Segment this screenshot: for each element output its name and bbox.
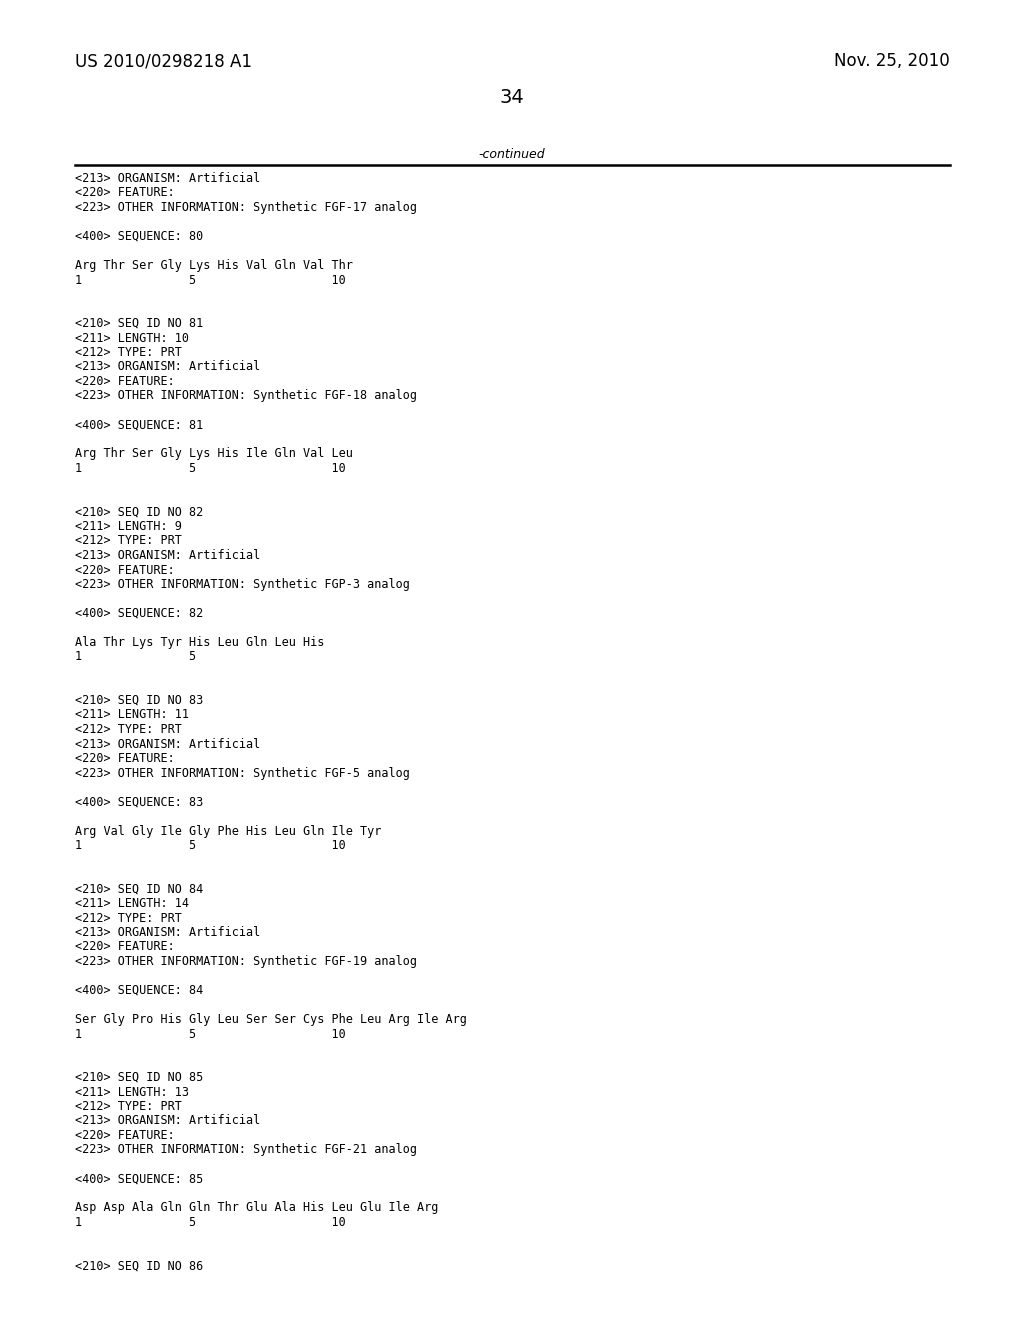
Text: 1               5                   10: 1 5 10 bbox=[75, 1216, 346, 1229]
Text: <213> ORGANISM: Artificial: <213> ORGANISM: Artificial bbox=[75, 1114, 260, 1127]
Text: Arg Thr Ser Gly Lys His Val Gln Val Thr: Arg Thr Ser Gly Lys His Val Gln Val Thr bbox=[75, 259, 353, 272]
Text: <210> SEQ ID NO 86: <210> SEQ ID NO 86 bbox=[75, 1259, 203, 1272]
Text: 1               5                   10: 1 5 10 bbox=[75, 462, 346, 475]
Text: <213> ORGANISM: Artificial: <213> ORGANISM: Artificial bbox=[75, 549, 260, 562]
Text: <223> OTHER INFORMATION: Synthetic FGF-18 analog: <223> OTHER INFORMATION: Synthetic FGF-1… bbox=[75, 389, 417, 403]
Text: Nov. 25, 2010: Nov. 25, 2010 bbox=[835, 51, 950, 70]
Text: <210> SEQ ID NO 83: <210> SEQ ID NO 83 bbox=[75, 694, 203, 708]
Text: 1               5: 1 5 bbox=[75, 651, 197, 664]
Text: <223> OTHER INFORMATION: Synthetic FGF-19 analog: <223> OTHER INFORMATION: Synthetic FGF-1… bbox=[75, 954, 417, 968]
Text: US 2010/0298218 A1: US 2010/0298218 A1 bbox=[75, 51, 252, 70]
Text: <211> LENGTH: 10: <211> LENGTH: 10 bbox=[75, 331, 189, 345]
Text: 34: 34 bbox=[500, 88, 524, 107]
Text: <210> SEQ ID NO 84: <210> SEQ ID NO 84 bbox=[75, 883, 203, 895]
Text: Arg Thr Ser Gly Lys His Ile Gln Val Leu: Arg Thr Ser Gly Lys His Ile Gln Val Leu bbox=[75, 447, 353, 461]
Text: <211> LENGTH: 14: <211> LENGTH: 14 bbox=[75, 898, 189, 909]
Text: <400> SEQUENCE: 84: <400> SEQUENCE: 84 bbox=[75, 983, 203, 997]
Text: <220> FEATURE:: <220> FEATURE: bbox=[75, 940, 175, 953]
Text: <212> TYPE: PRT: <212> TYPE: PRT bbox=[75, 912, 182, 924]
Text: <213> ORGANISM: Artificial: <213> ORGANISM: Artificial bbox=[75, 360, 260, 374]
Text: Arg Val Gly Ile Gly Phe His Leu Gln Ile Tyr: Arg Val Gly Ile Gly Phe His Leu Gln Ile … bbox=[75, 825, 381, 837]
Text: Ala Thr Lys Tyr His Leu Gln Leu His: Ala Thr Lys Tyr His Leu Gln Leu His bbox=[75, 636, 325, 649]
Text: <210> SEQ ID NO 81: <210> SEQ ID NO 81 bbox=[75, 317, 203, 330]
Text: Asp Asp Ala Gln Gln Thr Glu Ala His Leu Glu Ile Arg: Asp Asp Ala Gln Gln Thr Glu Ala His Leu … bbox=[75, 1201, 438, 1214]
Text: <220> FEATURE:: <220> FEATURE: bbox=[75, 564, 175, 577]
Text: <211> LENGTH: 9: <211> LENGTH: 9 bbox=[75, 520, 182, 533]
Text: <220> FEATURE:: <220> FEATURE: bbox=[75, 375, 175, 388]
Text: 1               5                   10: 1 5 10 bbox=[75, 1027, 346, 1040]
Text: -continued: -continued bbox=[478, 148, 546, 161]
Text: <211> LENGTH: 11: <211> LENGTH: 11 bbox=[75, 709, 189, 722]
Text: <210> SEQ ID NO 82: <210> SEQ ID NO 82 bbox=[75, 506, 203, 519]
Text: <212> TYPE: PRT: <212> TYPE: PRT bbox=[75, 1100, 182, 1113]
Text: 1               5                   10: 1 5 10 bbox=[75, 273, 346, 286]
Text: <220> FEATURE:: <220> FEATURE: bbox=[75, 752, 175, 766]
Text: <220> FEATURE:: <220> FEATURE: bbox=[75, 186, 175, 199]
Text: <213> ORGANISM: Artificial: <213> ORGANISM: Artificial bbox=[75, 738, 260, 751]
Text: <223> OTHER INFORMATION: Synthetic FGF-5 analog: <223> OTHER INFORMATION: Synthetic FGF-5… bbox=[75, 767, 410, 780]
Text: <212> TYPE: PRT: <212> TYPE: PRT bbox=[75, 346, 182, 359]
Text: <223> OTHER INFORMATION: Synthetic FGP-3 analog: <223> OTHER INFORMATION: Synthetic FGP-3… bbox=[75, 578, 410, 591]
Text: <210> SEQ ID NO 85: <210> SEQ ID NO 85 bbox=[75, 1071, 203, 1084]
Text: <212> TYPE: PRT: <212> TYPE: PRT bbox=[75, 535, 182, 548]
Text: <211> LENGTH: 13: <211> LENGTH: 13 bbox=[75, 1085, 189, 1098]
Text: <223> OTHER INFORMATION: Synthetic FGF-17 analog: <223> OTHER INFORMATION: Synthetic FGF-1… bbox=[75, 201, 417, 214]
Text: 1               5                   10: 1 5 10 bbox=[75, 840, 346, 851]
Text: <213> ORGANISM: Artificial: <213> ORGANISM: Artificial bbox=[75, 172, 260, 185]
Text: Ser Gly Pro His Gly Leu Ser Ser Cys Phe Leu Arg Ile Arg: Ser Gly Pro His Gly Leu Ser Ser Cys Phe … bbox=[75, 1012, 467, 1026]
Text: <400> SEQUENCE: 82: <400> SEQUENCE: 82 bbox=[75, 607, 203, 620]
Text: <220> FEATURE:: <220> FEATURE: bbox=[75, 1129, 175, 1142]
Text: <400> SEQUENCE: 83: <400> SEQUENCE: 83 bbox=[75, 796, 203, 808]
Text: <223> OTHER INFORMATION: Synthetic FGF-21 analog: <223> OTHER INFORMATION: Synthetic FGF-2… bbox=[75, 1143, 417, 1156]
Text: <213> ORGANISM: Artificial: <213> ORGANISM: Artificial bbox=[75, 927, 260, 939]
Text: <212> TYPE: PRT: <212> TYPE: PRT bbox=[75, 723, 182, 737]
Text: <400> SEQUENCE: 80: <400> SEQUENCE: 80 bbox=[75, 230, 203, 243]
Text: <400> SEQUENCE: 85: <400> SEQUENCE: 85 bbox=[75, 1172, 203, 1185]
Text: <400> SEQUENCE: 81: <400> SEQUENCE: 81 bbox=[75, 418, 203, 432]
